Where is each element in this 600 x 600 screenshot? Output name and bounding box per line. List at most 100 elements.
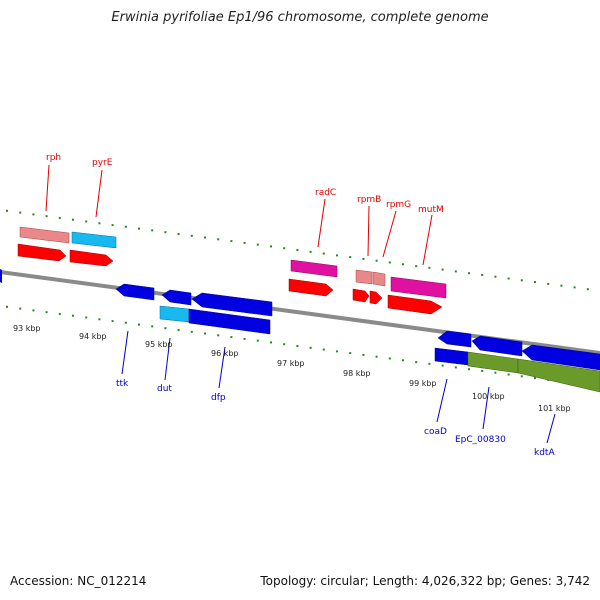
kbp-label-98: 98 kbp (343, 369, 371, 378)
kbp-scale-labels: 93 kbp 94 kbp 95 kbp 96 kbp 97 kbp 98 kb… (13, 324, 571, 413)
gene-label-radC[interactable]: radC (315, 188, 336, 198)
kbp-label-96: 96 kbp (211, 349, 239, 358)
lower-minor-tick (190, 330, 193, 333)
gene-label-kdtA[interactable]: kdtA (534, 448, 555, 458)
gene-label-dfp[interactable]: dfp (211, 393, 226, 403)
accession-text: Accession: NC_012214 (10, 574, 147, 588)
gene-label-dut[interactable]: dut (157, 384, 172, 394)
lower-minor-tick (124, 321, 127, 324)
lower-minor-tick (309, 346, 312, 349)
lower-minor-tick (481, 370, 484, 372)
gene-EpC_00830-feature[interactable] (467, 351, 519, 374)
upper-minor-tick (336, 254, 338, 257)
reverse-gene-labels: ttk dut dfp coaD EpC_00830 kdtA (116, 379, 555, 458)
kbp-label-100: 100 kbp (472, 392, 505, 401)
gene-mutM-cds[interactable] (387, 294, 443, 315)
upper-minor-tick (402, 263, 404, 266)
gene-label-pyrE[interactable]: pyrE (92, 158, 113, 168)
upper-minor-tick (177, 233, 180, 235)
lower-minor-tick (415, 361, 418, 364)
gene-kdtA-feature[interactable] (517, 358, 600, 393)
gene-label-ttk[interactable]: ttk (116, 379, 129, 389)
upper-minor-tick (58, 216, 61, 219)
gene-label-rpmG[interactable]: rpmG (386, 200, 411, 210)
gene-dfp-cds[interactable] (191, 292, 273, 317)
gene-blue-left-edge[interactable] (0, 269, 2, 283)
upper-minor-tick (270, 245, 272, 248)
upper-minor-tick (111, 224, 114, 227)
upper-minor-tick (283, 247, 286, 250)
lower-minor-tick (177, 329, 180, 331)
gene-mutM-feature[interactable] (390, 276, 447, 299)
upper-minor-tick (454, 270, 457, 273)
upper-minor-tick (468, 272, 470, 275)
upper-minor-tick (19, 211, 22, 214)
lower-minor-tick (336, 350, 338, 353)
lower-minor-tick (388, 357, 391, 360)
gene-rpmB-cds[interactable] (352, 288, 370, 303)
lower-minor-tick (349, 352, 352, 355)
upper-minor-tick (217, 238, 220, 241)
gene-radC-feature[interactable] (290, 259, 338, 278)
lower-minor-tick (362, 353, 365, 356)
kbp-label-99: 99 kbp (409, 379, 437, 388)
kbp-label-94: 94 kbp (79, 332, 107, 341)
upper-minor-tick (124, 225, 127, 228)
lower-minor-tick (6, 305, 8, 308)
kbp-label-93: 93 kbp (13, 324, 41, 333)
label-leader-lines (45, 164, 556, 444)
lower-minor-tick (217, 334, 220, 337)
lower-minor-tick (85, 316, 88, 319)
gene-rph-cds[interactable] (17, 243, 67, 262)
topology-text: Topology: circular; Length: 4,026,322 bp… (260, 574, 590, 588)
gene-pyrE-feature[interactable] (71, 231, 117, 249)
gene-rpmG-rna[interactable] (372, 271, 386, 287)
upper-minor-tick (586, 288, 589, 291)
kbp-label-101: 101 kbp (538, 404, 571, 413)
gene-label-mutM[interactable]: mutM (418, 205, 444, 215)
gene-coaD-feature[interactable] (434, 347, 469, 366)
gene-rpmB-rna[interactable] (355, 269, 373, 285)
gene-coaD-cds[interactable] (437, 330, 472, 348)
gene-radC-cds[interactable] (288, 278, 334, 297)
upper-minor-tick (98, 222, 101, 225)
upper-minor-tick (151, 229, 154, 232)
upper-minor-tick (190, 234, 193, 237)
upper-minor-tick (494, 275, 497, 278)
upper-tick-row (6, 209, 589, 291)
reverse-strand-features (0, 269, 600, 393)
upper-minor-tick (243, 241, 246, 244)
gene-label-rph[interactable]: rph (46, 153, 61, 163)
forward-gene-labels: rph pyrE radC rpmB rpmG mutM (46, 153, 444, 215)
kbp-label-97: 97 kbp (277, 359, 305, 368)
upper-minor-tick (85, 220, 88, 223)
lower-minor-tick (164, 327, 167, 330)
gene-pyrE-cds[interactable] (69, 249, 114, 267)
upper-minor-tick (560, 284, 563, 287)
lower-minor-tick (441, 364, 444, 367)
gene-ttk-cds[interactable] (115, 283, 155, 301)
upper-minor-tick (349, 256, 352, 259)
gene-EpC_00830-cds[interactable] (471, 335, 523, 357)
gene-dfp-feature[interactable] (188, 308, 271, 335)
lower-minor-tick (428, 362, 431, 365)
upper-minor-tick (32, 213, 35, 216)
lower-minor-tick (230, 336, 233, 339)
gene-rpmG-cds[interactable] (369, 290, 383, 305)
upper-minor-tick (230, 240, 233, 243)
lower-minor-tick (138, 323, 140, 326)
gene-label-coaD[interactable]: coaD (424, 427, 447, 437)
upper-minor-tick (375, 259, 378, 262)
lower-minor-tick (507, 373, 510, 376)
gene-dut-cds[interactable] (161, 289, 192, 306)
lower-minor-tick (322, 348, 325, 351)
upper-minor-tick (296, 249, 299, 251)
gene-label-rpmB[interactable]: rpmB (357, 195, 381, 205)
gene-label-EpC_00830[interactable]: EpC_00830 (455, 435, 506, 445)
gene-rph-rna[interactable] (19, 226, 70, 244)
lower-minor-tick (204, 332, 206, 335)
gene-dut-feature[interactable] (159, 305, 190, 323)
upper-minor-tick (534, 281, 536, 284)
gene-kdtA-cds[interactable] (521, 344, 600, 371)
